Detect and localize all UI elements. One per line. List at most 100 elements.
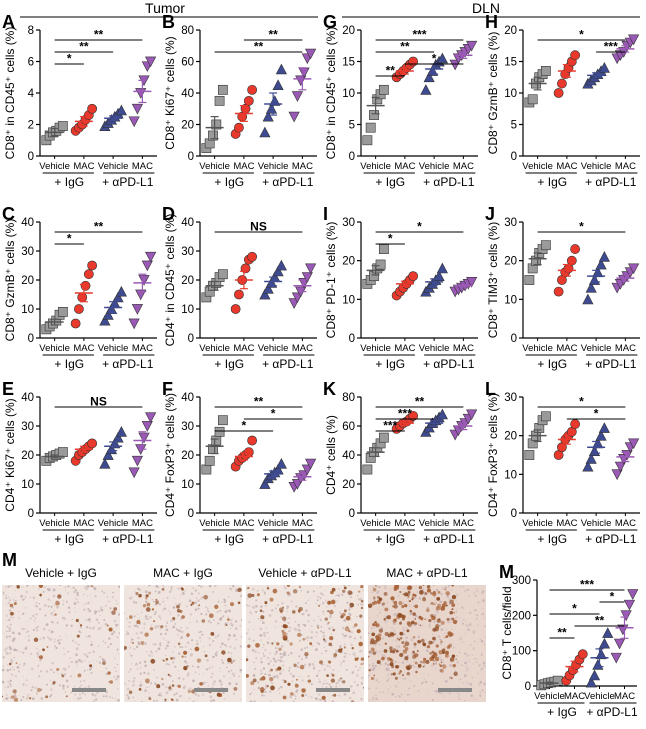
data-point bbox=[595, 429, 607, 441]
data-point bbox=[275, 259, 287, 271]
data-point bbox=[128, 318, 140, 330]
y-axis-label: CD8⁺ T cells/field bbox=[500, 586, 514, 679]
x-tick-label: MAC bbox=[73, 518, 94, 529]
micrograph-label: Vehicle + IgG bbox=[25, 566, 97, 580]
y-tick-label: 0 bbox=[349, 508, 355, 520]
y-tick-label: 0 bbox=[349, 333, 355, 345]
y-axis-label: CD4⁺ FoxP3⁺ cells (%) bbox=[163, 393, 177, 517]
x-tick-label: MAC bbox=[564, 691, 585, 702]
sig-label: ** bbox=[79, 40, 89, 54]
y-tick-label: 60 bbox=[181, 57, 194, 69]
data-point bbox=[582, 460, 594, 472]
data-point bbox=[365, 122, 376, 133]
x-tick-label: Vehicle bbox=[39, 161, 70, 172]
data-point bbox=[131, 304, 144, 315]
sig-label: ** bbox=[400, 40, 410, 54]
sig-label: * bbox=[67, 52, 72, 66]
sig-label: * bbox=[579, 220, 584, 234]
y-axis-label: CD4⁺ cells (%) bbox=[324, 415, 338, 495]
data-point bbox=[259, 126, 271, 138]
group-label-apdl1: + αPD-L1 bbox=[423, 357, 475, 371]
data-point bbox=[201, 464, 212, 475]
y-tick-label: 200 bbox=[512, 610, 531, 622]
x-tick-label: Vehicle bbox=[98, 518, 129, 529]
x-tick-label: Vehicle bbox=[98, 343, 129, 354]
y-tick-label: 10 bbox=[504, 469, 517, 481]
data-point bbox=[275, 63, 287, 75]
data-point bbox=[131, 103, 144, 115]
sig-label: * bbox=[417, 220, 422, 234]
group-label-apdl1: + αPD-L1 bbox=[262, 357, 314, 371]
y-tick-label: 20 bbox=[504, 25, 517, 37]
x-tick-label: Vehicle bbox=[98, 161, 129, 172]
y-tick-label: 0 bbox=[188, 508, 194, 520]
panel-letter: A bbox=[2, 12, 15, 32]
data-point bbox=[423, 71, 435, 83]
data-point bbox=[115, 285, 127, 297]
y-tick-label: 5 bbox=[349, 120, 355, 132]
data-point bbox=[436, 52, 448, 64]
y-axis-label: CD4⁺ in CD45⁺ cells (%) bbox=[163, 214, 177, 347]
x-tick-label: Vehicle bbox=[360, 518, 391, 529]
data-point bbox=[598, 62, 610, 73]
x-tick-label: Vehicle bbox=[199, 518, 230, 529]
data-point bbox=[217, 415, 228, 426]
data-point bbox=[610, 652, 622, 664]
data-point bbox=[230, 304, 241, 314]
data-point bbox=[524, 275, 535, 285]
data-point bbox=[553, 88, 564, 98]
y-tick-label: 20 bbox=[181, 120, 194, 132]
data-point bbox=[466, 277, 478, 288]
group-label-apdl1: + αPD-L1 bbox=[423, 175, 475, 189]
sig-label: ** bbox=[415, 395, 425, 409]
y-tick-label: 20 bbox=[21, 275, 34, 287]
y-tick-label: 40 bbox=[21, 392, 34, 404]
x-tick-label: MAC bbox=[132, 343, 153, 354]
data-point bbox=[362, 464, 373, 475]
group-label-apdl1: + αPD-L1 bbox=[102, 357, 154, 371]
group-label-apdl1: + αPD-L1 bbox=[585, 357, 637, 371]
x-tick-label: MAC bbox=[453, 161, 474, 172]
data-point bbox=[138, 275, 150, 286]
x-tick-label: Vehicle bbox=[199, 343, 230, 354]
group-label-igg: + IgG bbox=[537, 175, 567, 189]
panel-letter: F bbox=[162, 379, 173, 399]
data-point bbox=[602, 627, 614, 638]
y-tick-label: 2 bbox=[28, 120, 34, 132]
data-point bbox=[243, 95, 254, 106]
data-point bbox=[87, 260, 98, 271]
data-point bbox=[145, 251, 157, 263]
data-point bbox=[291, 91, 304, 102]
data-point bbox=[362, 135, 373, 146]
x-tick-label: MAC bbox=[394, 343, 415, 354]
data-point bbox=[408, 56, 419, 67]
y-tick-label: 0 bbox=[188, 333, 194, 345]
y-tick-label: 40 bbox=[181, 88, 194, 100]
data-point bbox=[557, 78, 567, 89]
group-label-igg: + IgG bbox=[375, 357, 405, 371]
x-tick-label: Vehicle bbox=[419, 343, 450, 354]
y-axis-label: CD8⁺ TIM3⁺ cells (%) bbox=[486, 222, 500, 338]
y-tick-label: 8 bbox=[28, 25, 34, 37]
y-tick-label: 0 bbox=[349, 151, 355, 163]
data-point bbox=[595, 258, 607, 270]
sig-label: * bbox=[271, 407, 276, 421]
y-tick-label: 30 bbox=[21, 421, 34, 433]
data-point bbox=[83, 269, 94, 280]
y-axis-label: CD8⁺ GzmB⁺ cells (%) bbox=[486, 32, 500, 155]
y-axis-label: CD4⁺ FoxP3⁺ cells (%) bbox=[486, 393, 500, 517]
y-axis-label: CD8⁺ GzmB⁺ cells (%) bbox=[3, 219, 17, 342]
panel-letter: G bbox=[323, 12, 337, 32]
y-tick-label: 40 bbox=[342, 450, 355, 462]
data-point bbox=[582, 293, 594, 305]
sig-label: ** bbox=[94, 28, 104, 42]
data-point bbox=[211, 435, 222, 446]
group-label-apdl1: + αPD-L1 bbox=[585, 175, 637, 189]
x-tick-label: Vehicle bbox=[360, 161, 391, 172]
data-point bbox=[99, 457, 111, 469]
panel-letter: C bbox=[2, 204, 15, 224]
sig-label: ** bbox=[254, 395, 264, 409]
